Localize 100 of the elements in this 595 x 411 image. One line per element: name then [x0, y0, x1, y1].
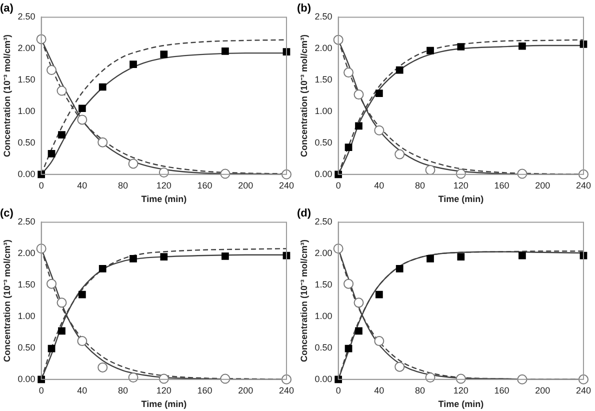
point — [457, 253, 465, 260]
point — [354, 298, 364, 308]
y-tick-label: 1.00 — [314, 311, 332, 322]
x-tick-label: 240 — [278, 180, 294, 190]
y-tick-label: 2.50 — [314, 12, 332, 22]
point — [222, 47, 229, 55]
x-tick-label: 0 — [38, 180, 44, 190]
x-tick-label: 120 — [453, 385, 468, 396]
point — [396, 265, 404, 272]
point — [98, 83, 106, 91]
x-axis-title: Time (min) — [141, 194, 187, 204]
x-tick-label: 120 — [156, 385, 172, 396]
point — [78, 290, 86, 298]
x-tick-label: 160 — [197, 180, 212, 190]
point — [334, 170, 342, 178]
point — [160, 50, 168, 58]
x-tick-label: 40 — [374, 385, 384, 396]
x-tick-label: 160 — [197, 385, 212, 396]
point — [48, 344, 56, 352]
x-tick-label: 0 — [336, 385, 341, 396]
y-axis-title: Concentration (10⁻³ mol/cm³) — [2, 34, 12, 158]
point — [46, 65, 57, 76]
y-axis-title: Concentration (10⁻³ mol/cm³) — [298, 240, 309, 362]
x-tick-label: 80 — [118, 385, 128, 396]
x-tick-label: 0 — [38, 385, 44, 396]
x-tick-label: 80 — [415, 385, 426, 396]
point — [56, 86, 67, 96]
point — [98, 137, 108, 148]
point — [355, 122, 362, 130]
point — [375, 90, 383, 97]
x-tick-label: 80 — [415, 180, 426, 190]
y-tick-label: 0.50 — [18, 137, 36, 148]
chart-title: (d) — [297, 208, 312, 220]
point — [354, 90, 364, 100]
y-tick-label: 2.00 — [18, 248, 36, 258]
x-tick-label: 40 — [77, 180, 88, 190]
point — [457, 43, 465, 50]
point — [38, 376, 45, 384]
y-tick-label: 2.50 — [18, 216, 36, 227]
point — [98, 362, 108, 372]
point — [344, 344, 352, 352]
x-axis-title: Time (min) — [141, 399, 187, 410]
y-tick-label: 1.50 — [314, 280, 332, 290]
point — [48, 150, 56, 158]
x-tick-label: 40 — [77, 385, 88, 396]
x-tick-label: 240 — [278, 385, 294, 396]
x-tick-label: 200 — [535, 385, 550, 396]
x-tick-label: 120 — [453, 180, 468, 190]
point — [334, 376, 342, 384]
y-tick-label: 2.00 — [18, 43, 36, 54]
point — [374, 125, 384, 136]
point — [160, 253, 168, 260]
point — [46, 278, 57, 289]
point — [426, 254, 434, 262]
y-tick-label: 2.50 — [314, 216, 332, 227]
point — [78, 104, 86, 112]
point — [396, 66, 404, 74]
point — [518, 252, 526, 260]
y-tick-label: 0.00 — [18, 374, 36, 384]
y-tick-label: 1.50 — [314, 74, 332, 85]
y-axis-title: Concentration (10⁻³ mol/cm³) — [298, 34, 309, 158]
x-tick-label: 200 — [238, 385, 254, 396]
y-tick-label: 2.00 — [314, 248, 332, 258]
y-axis-title: Concentration (10⁻³ mol/cm³) — [2, 240, 12, 362]
x-tick-label: 200 — [535, 180, 550, 190]
x-tick-label: 200 — [238, 180, 254, 190]
y-tick-label: 1.00 — [18, 106, 36, 116]
x-axis-title: Time (min) — [438, 194, 484, 204]
x-tick-label: 160 — [494, 180, 510, 190]
point — [426, 46, 434, 54]
point — [130, 254, 137, 262]
y-tick-label: 1.00 — [18, 311, 36, 322]
y-tick-label: 1.00 — [314, 106, 332, 116]
point — [98, 265, 106, 272]
point — [58, 131, 66, 138]
point — [394, 362, 405, 372]
chart-title: (b) — [297, 2, 312, 15]
x-tick-label: 240 — [576, 180, 592, 190]
point — [344, 144, 352, 152]
point — [222, 252, 229, 260]
chart-title: (c) — [0, 208, 14, 220]
chart-title: (a) — [0, 2, 14, 15]
point — [344, 68, 354, 78]
point — [130, 60, 137, 68]
y-tick-label: 2.00 — [314, 43, 332, 54]
point — [58, 327, 66, 335]
y-tick-label: 0.00 — [314, 374, 332, 384]
y-tick-label: 0.50 — [314, 137, 332, 148]
y-tick-label: 1.50 — [18, 280, 36, 290]
point — [355, 327, 362, 335]
point — [344, 278, 354, 289]
point — [77, 336, 88, 346]
y-tick-label: 0.00 — [314, 168, 332, 179]
point — [374, 336, 384, 346]
y-tick-label: 0.50 — [18, 342, 36, 352]
point — [375, 290, 383, 298]
y-tick-label: 2.50 — [18, 12, 36, 22]
point — [394, 149, 405, 160]
point — [77, 114, 88, 125]
point — [56, 298, 67, 308]
